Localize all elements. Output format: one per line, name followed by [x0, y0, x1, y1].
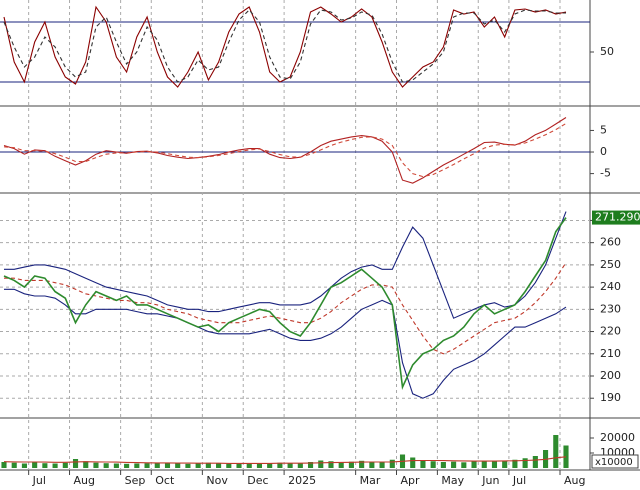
volume-bar	[256, 463, 263, 468]
x-tick-label: Jul	[32, 474, 46, 487]
series-line	[4, 262, 567, 355]
x-tick-label: 2025	[288, 474, 316, 487]
x-tick-label: Nov	[206, 474, 228, 487]
volume-bar	[185, 463, 191, 468]
x-tick-label: May	[441, 474, 464, 487]
volume-bar	[389, 459, 395, 468]
volume-bar	[502, 460, 508, 468]
axis-unit-label: x10000	[595, 457, 633, 468]
volume-bar	[72, 459, 79, 468]
volume-bar	[420, 460, 426, 468]
series-line	[4, 211, 567, 319]
y-tick-label: 0	[600, 145, 607, 158]
volume-bar	[216, 463, 222, 468]
last-value-box	[592, 210, 640, 225]
series-line	[3, 5, 567, 88]
series-line	[3, 217, 567, 390]
volume-bar	[532, 456, 538, 468]
volume-bar	[93, 462, 99, 468]
volume-bar	[297, 463, 303, 468]
volume-bar	[236, 463, 242, 468]
y-tick-label: 220	[600, 325, 621, 338]
volume-bar	[430, 461, 436, 468]
y-tick-label: 240	[600, 280, 621, 293]
volume-bar	[359, 460, 365, 468]
volume-bar	[318, 460, 324, 468]
y-tick-label: 190	[600, 391, 621, 404]
volume-bar	[451, 461, 457, 468]
volume-bar	[62, 462, 68, 468]
volume-bar	[144, 463, 150, 468]
x-tick-label: Sep	[125, 474, 146, 487]
volume-bar	[164, 463, 171, 468]
volume-bar	[226, 463, 232, 468]
volume-bar	[491, 461, 498, 468]
volume-bar	[410, 457, 416, 468]
volume-bar	[1, 462, 7, 468]
volume-bar	[471, 461, 477, 468]
volume-bar	[154, 462, 160, 468]
y-tick-label: 250	[600, 258, 621, 271]
volume-bar	[461, 462, 467, 468]
last-value-label: 271.2900	[595, 211, 640, 224]
volume-bar	[348, 461, 354, 468]
volume-bar	[195, 463, 201, 468]
volume-bar	[328, 461, 334, 468]
series-line	[3, 117, 567, 184]
volume-bar	[481, 460, 487, 468]
x-tick-label: Mar	[360, 474, 381, 487]
volume-bar	[379, 462, 385, 468]
y-tick-label: 260	[600, 236, 621, 249]
x-tick-label: Aug	[74, 474, 95, 487]
x-tick-label: Jun	[481, 474, 499, 487]
volume-bar	[83, 461, 89, 468]
x-tick-label: Aug	[564, 474, 585, 487]
volume-bar	[205, 462, 211, 468]
unit-box	[591, 454, 639, 469]
volume-bar	[134, 463, 140, 468]
y-tick-label: 200	[600, 369, 621, 382]
x-tick-label: Apr	[401, 474, 421, 487]
series-line	[3, 9, 566, 83]
volume-bar	[440, 462, 446, 468]
volume-bar	[307, 462, 314, 468]
volume-bar	[287, 463, 293, 468]
volume-bar	[32, 462, 38, 468]
series-line	[4, 288, 567, 399]
x-tick-label: Oct	[155, 474, 175, 487]
y-tick-label: 50	[600, 45, 614, 58]
volume-bar	[522, 458, 528, 468]
x-tick-label: Jul	[512, 474, 526, 487]
y-tick-label: 230	[600, 302, 621, 315]
volume-bar	[21, 463, 27, 468]
volume-bar	[563, 445, 569, 468]
volume-bar	[11, 462, 17, 468]
volume-bar	[42, 463, 48, 468]
y-tick-label: 210	[600, 347, 621, 360]
volume-bar	[113, 463, 119, 468]
y-tick-label: 20000	[600, 431, 635, 444]
volume-bar	[52, 463, 58, 468]
x-tick-label: Dec	[247, 474, 268, 487]
y-tick-label: -5	[600, 167, 611, 180]
series-line	[3, 456, 567, 464]
volume-bar	[512, 459, 518, 468]
volume-bar	[175, 463, 181, 468]
series-line	[3, 123, 567, 178]
volume-bar	[103, 463, 109, 468]
volume-bar	[246, 463, 252, 468]
y-tick-label: 5	[600, 123, 607, 136]
volume-bar	[267, 463, 273, 468]
volume-bar	[124, 463, 130, 468]
volume-bar	[277, 462, 283, 468]
volume-bar	[553, 435, 559, 468]
volume-bar	[338, 462, 344, 468]
volume-bar	[369, 462, 375, 468]
